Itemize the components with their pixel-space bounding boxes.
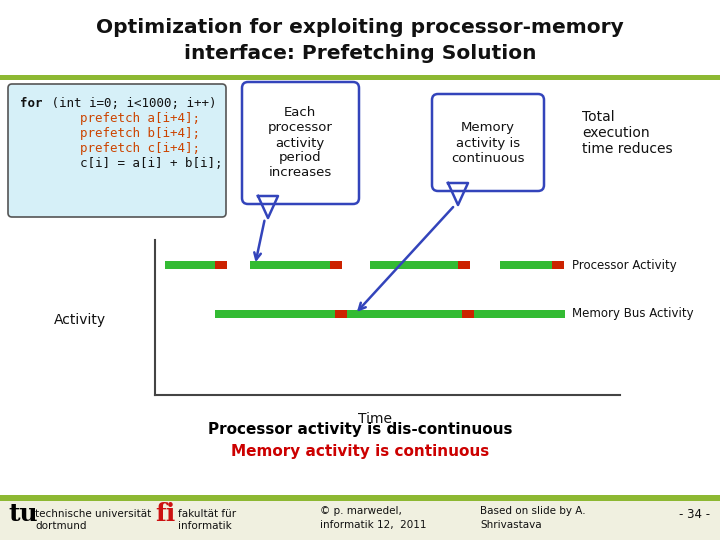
FancyBboxPatch shape [432, 94, 544, 191]
Polygon shape [258, 196, 278, 218]
Bar [370, 261, 458, 269]
Text: © p. marwedel,
informatik 12,  2011: © p. marwedel, informatik 12, 2011 [320, 506, 426, 530]
Bar [500, 261, 552, 269]
Bar [0, 495, 720, 501]
Bar [0, 501, 720, 540]
Text: fi: fi [155, 502, 175, 526]
Text: Activity: Activity [54, 313, 106, 327]
Text: informatik: informatik [178, 521, 232, 531]
Text: fakultät für: fakultät für [178, 509, 236, 519]
Text: tu: tu [8, 502, 37, 526]
Text: dortmund: dortmund [35, 521, 86, 531]
Text: technische universität: technische universität [35, 509, 151, 519]
Text: prefetch c[i+4];: prefetch c[i+4]; [20, 142, 200, 155]
Polygon shape [448, 183, 468, 205]
Bar [165, 261, 215, 269]
Bar [215, 261, 227, 269]
Text: for: for [20, 97, 42, 110]
Text: Processor Activity: Processor Activity [572, 259, 677, 272]
Text: Optimization for exploiting processor-memory: Optimization for exploiting processor-me… [96, 18, 624, 37]
Bar [215, 310, 565, 318]
Bar [330, 261, 342, 269]
Text: c[i] = a[i] + b[i];: c[i] = a[i] + b[i]; [20, 157, 222, 170]
Text: Total
execution
time reduces: Total execution time reduces [582, 110, 672, 157]
Text: Based on slide by A.
Shrivastava: Based on slide by A. Shrivastava [480, 506, 585, 530]
Bar [335, 310, 347, 318]
Text: Time: Time [358, 412, 392, 426]
Text: (int i=0; i<1000; i++): (int i=0; i<1000; i++) [44, 97, 217, 110]
Text: prefetch b[i+4];: prefetch b[i+4]; [20, 127, 200, 140]
Text: Each
processor
activity
period
increases: Each processor activity period increases [268, 106, 333, 179]
Bar [458, 261, 470, 269]
Bar [0, 75, 720, 80]
Text: Memory activity is continuous: Memory activity is continuous [231, 444, 489, 459]
Bar [462, 310, 474, 318]
Text: prefetch a[i+4];: prefetch a[i+4]; [20, 112, 200, 125]
FancyBboxPatch shape [8, 84, 226, 217]
Text: Processor activity is dis-continuous: Processor activity is dis-continuous [208, 422, 512, 437]
Text: - 34 -: - 34 - [679, 508, 710, 521]
Bar [250, 261, 330, 269]
Bar [552, 261, 564, 269]
Text: Memory
activity is
continuous: Memory activity is continuous [451, 122, 525, 165]
Text: Memory Bus Activity: Memory Bus Activity [572, 307, 693, 321]
Text: interface: Prefetching Solution: interface: Prefetching Solution [184, 44, 536, 63]
FancyBboxPatch shape [242, 82, 359, 204]
